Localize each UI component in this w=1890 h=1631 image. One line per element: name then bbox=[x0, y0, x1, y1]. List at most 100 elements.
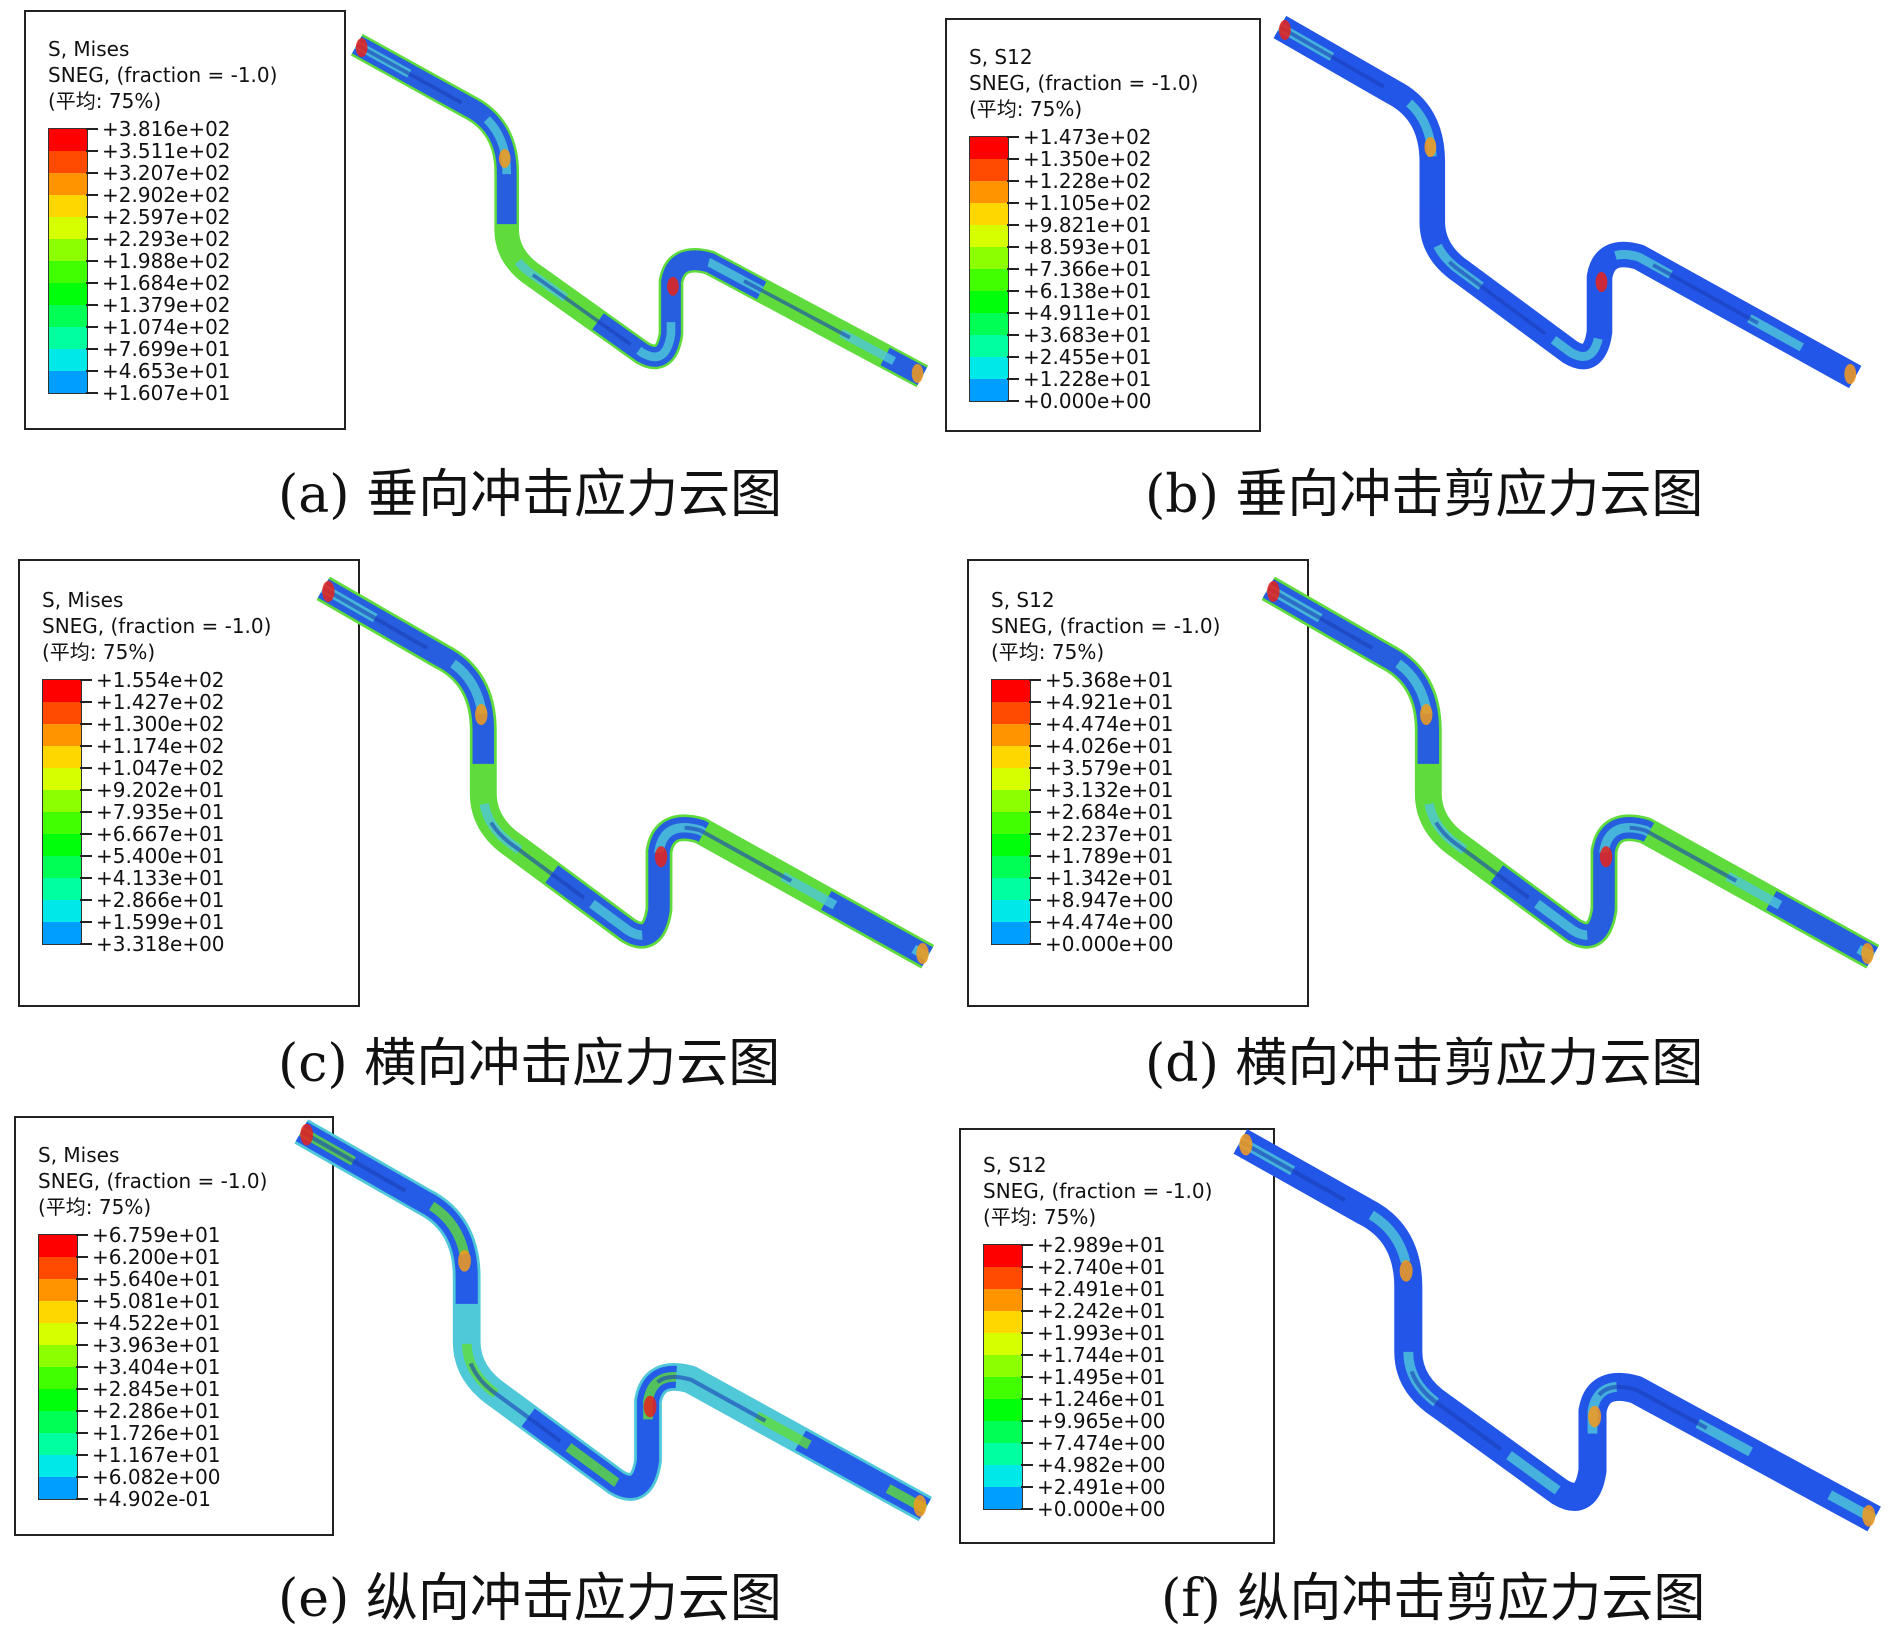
tick-mark bbox=[86, 260, 98, 262]
legend-average: (平均: 75%) bbox=[42, 640, 156, 664]
tick-mark bbox=[76, 1498, 88, 1500]
legend-tick: +7.366e+01 bbox=[969, 258, 1259, 280]
color-swatch bbox=[992, 724, 1030, 746]
legend-tick: +3.816e+02 bbox=[48, 118, 344, 140]
legend-tick: +2.491e+00 bbox=[983, 1476, 1273, 1498]
legend-tick: +1.342e+01 bbox=[991, 867, 1307, 889]
stress-hotspot bbox=[1399, 1260, 1413, 1282]
stress-hotspot bbox=[654, 846, 668, 868]
tick-mark bbox=[1021, 1288, 1033, 1290]
tick-mark bbox=[80, 833, 92, 835]
color-swatch bbox=[984, 1443, 1022, 1465]
tick-label: +1.228e+02 bbox=[1023, 169, 1152, 193]
tick-mark bbox=[80, 921, 92, 923]
tick-label: +4.902e-01 bbox=[92, 1487, 211, 1511]
stress-hotspot bbox=[1861, 943, 1874, 965]
tick-label: +3.579e+01 bbox=[1045, 756, 1174, 780]
stress-hotspot bbox=[1424, 137, 1437, 157]
tick-label: +9.965e+00 bbox=[1037, 1409, 1166, 1433]
tick-mark bbox=[76, 1322, 88, 1324]
legend-tick: +3.404e+01 bbox=[38, 1356, 332, 1378]
tick-mark bbox=[1029, 943, 1041, 945]
tick-label: +3.318e+00 bbox=[96, 932, 225, 956]
legend-tick: +5.368e+01 bbox=[991, 669, 1307, 691]
tick-mark bbox=[86, 304, 98, 306]
color-scale: +1.473e+02 +1.350e+02 +1.228e+02 +1.105e+02… bbox=[969, 126, 1259, 412]
color-swatch bbox=[970, 225, 1008, 247]
color-swatch bbox=[970, 313, 1008, 335]
tick-label: +1.246e+01 bbox=[1037, 1387, 1166, 1411]
color-swatch bbox=[39, 1477, 77, 1499]
tick-label: +0.000e+00 bbox=[1045, 932, 1174, 956]
color-swatch bbox=[39, 1323, 77, 1345]
tick-label: +7.366e+01 bbox=[1023, 257, 1152, 281]
tick-label: +1.495e+01 bbox=[1037, 1365, 1166, 1389]
color-swatch bbox=[43, 768, 81, 790]
tick-label: +5.368e+01 bbox=[1045, 668, 1174, 692]
legend-a: S, Mises SNEG, (fraction = -1.0) (平均: 75… bbox=[24, 10, 346, 430]
legend-tick: +1.744e+01 bbox=[983, 1344, 1273, 1366]
tick-mark bbox=[80, 877, 92, 879]
legend-tick: +3.579e+01 bbox=[991, 757, 1307, 779]
panel-c: S, Mises SNEG, (fraction = -1.0) (平均: 75… bbox=[0, 543, 945, 1094]
pipe-surface bbox=[1278, 25, 1857, 379]
stress-hotspot bbox=[498, 148, 511, 168]
color-swatch bbox=[49, 305, 87, 327]
legend-tick: +9.965e+00 bbox=[983, 1410, 1273, 1432]
tick-label: +2.491e+01 bbox=[1037, 1277, 1166, 1301]
legend-title: S, Mises bbox=[38, 1143, 120, 1167]
color-swatch bbox=[992, 878, 1030, 900]
color-swatch bbox=[984, 1399, 1022, 1421]
tick-label: +1.599e+01 bbox=[96, 910, 225, 934]
legend-subtitle: SNEG, (fraction = -1.0) bbox=[983, 1179, 1213, 1203]
pipe-surface bbox=[322, 586, 929, 959]
tick-label: +5.640e+01 bbox=[92, 1267, 221, 1291]
tick-label: +0.000e+00 bbox=[1037, 1497, 1166, 1521]
pipe-surface bbox=[1267, 586, 1874, 959]
stress-hotspot bbox=[1588, 1405, 1602, 1428]
legend-tick: +3.511e+02 bbox=[48, 140, 344, 162]
stress-hotspot bbox=[458, 1250, 471, 1272]
tick-label: +8.593e+01 bbox=[1023, 235, 1152, 259]
legend-tick: +1.228e+01 bbox=[969, 368, 1259, 390]
tick-label: +7.935e+01 bbox=[96, 800, 225, 824]
tick-label: +1.789e+01 bbox=[1045, 844, 1174, 868]
tick-label: +8.947e+00 bbox=[1045, 888, 1174, 912]
swatch-column bbox=[983, 1244, 1023, 1510]
tick-label: +4.474e+01 bbox=[1045, 712, 1174, 736]
legend-tick: +0.000e+00 bbox=[983, 1498, 1273, 1520]
tick-label: +2.740e+01 bbox=[1037, 1255, 1166, 1279]
tick-mark bbox=[1029, 855, 1041, 857]
legend-tick: +3.207e+02 bbox=[48, 162, 344, 184]
color-swatch bbox=[970, 357, 1008, 379]
panel-f: S, S12 SNEG, (fraction = -1.0) (平均: 75%)… bbox=[945, 1086, 1890, 1629]
color-swatch bbox=[970, 335, 1008, 357]
legend-tick: +6.200e+01 bbox=[38, 1246, 332, 1268]
tick-label: +1.988e+02 bbox=[102, 249, 231, 273]
tick-mark bbox=[86, 282, 98, 284]
stress-hotspot bbox=[1844, 364, 1857, 384]
legend-tick: +9.202e+01 bbox=[42, 779, 358, 801]
tick-mark bbox=[1021, 1266, 1033, 1268]
legend-tick: +1.105e+02 bbox=[969, 192, 1259, 214]
tick-mark bbox=[1021, 1420, 1033, 1422]
tick-mark bbox=[1007, 246, 1019, 248]
pipe-contour-d bbox=[1261, 576, 1880, 969]
tick-mark bbox=[76, 1344, 88, 1346]
tick-mark bbox=[80, 811, 92, 813]
legend-tick: +1.427e+02 bbox=[42, 691, 358, 713]
color-swatch bbox=[970, 269, 1008, 291]
color-swatch bbox=[39, 1389, 77, 1411]
legend-average: (平均: 75%) bbox=[48, 89, 162, 113]
pipe-surface bbox=[355, 43, 924, 378]
legend-tick: +5.081e+01 bbox=[38, 1290, 332, 1312]
tick-mark bbox=[1021, 1442, 1033, 1444]
tick-mark bbox=[1007, 268, 1019, 270]
pipe-surface bbox=[298, 1127, 928, 1514]
color-swatch bbox=[49, 349, 87, 371]
legend-average: (平均: 75%) bbox=[38, 1195, 152, 1219]
color-swatch bbox=[39, 1301, 77, 1323]
legend-average: (平均: 75%) bbox=[969, 97, 1083, 121]
color-swatch bbox=[43, 680, 81, 702]
tick-label: +1.300e+02 bbox=[96, 712, 225, 736]
